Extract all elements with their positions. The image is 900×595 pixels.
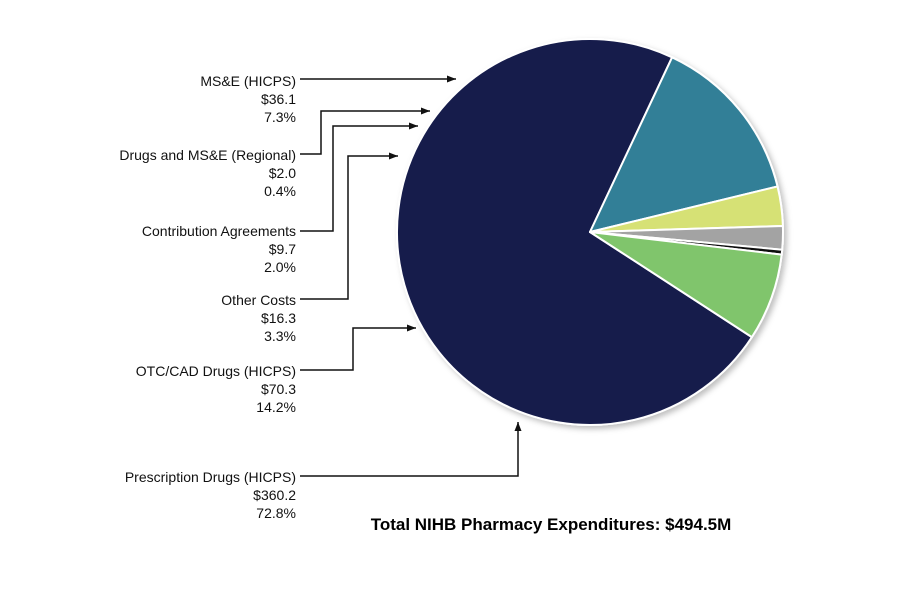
slice-msande-hicps	[589, 231, 783, 339]
arrowhead-otc-cad-drugs-hicps	[407, 324, 416, 332]
slice-labels: Prescription Drugs (HICPS) $360.2 72.8% OTC…	[119, 73, 296, 521]
arrowhead-contribution-agreements	[409, 122, 418, 130]
label-name-prescription-drugs-hicps: Prescription Drugs (HICPS)	[125, 469, 296, 485]
label-value-msande-hicps: $36.1	[261, 91, 296, 107]
pie-slices	[396, 38, 785, 426]
label-name-contribution-agreements: Contribution Agreements	[142, 223, 296, 239]
label-group-otc-cad-drugs-hicps: OTC/CAD Drugs (HICPS) $70.3 14.2%	[136, 363, 296, 415]
leader-prescription-drugs-hicps	[300, 422, 519, 477]
label-percent-contribution-agreements: 2.0%	[264, 259, 296, 275]
label-percent-msande-hicps: 7.3%	[264, 109, 296, 125]
label-value-other-costs: $16.3	[261, 310, 296, 326]
label-name-otc-cad-drugs-hicps: OTC/CAD Drugs (HICPS)	[136, 363, 296, 379]
leader-other-costs	[300, 155, 398, 300]
label-group-contribution-agreements: Contribution Agreements $9.7 2.0%	[142, 223, 296, 275]
label-percent-otc-cad-drugs-hicps: 14.2%	[256, 399, 296, 415]
arrowhead-msande-hicps	[447, 75, 456, 83]
label-group-drugs-and-msande-regional: Drugs and MS&E (Regional) $2.0 0.4%	[119, 147, 296, 199]
label-group-prescription-drugs-hicps: Prescription Drugs (HICPS) $360.2 72.8%	[125, 469, 296, 521]
label-name-msande-hicps: MS&E (HICPS)	[200, 73, 296, 89]
slice-otc-cad-drugs-hicps	[589, 56, 779, 233]
total-label: Total NIHB Pharmacy Expenditures: $494.5…	[371, 515, 732, 534]
label-group-msande-hicps: MS&E (HICPS) $36.1 7.3%	[200, 73, 296, 125]
label-percent-prescription-drugs-hicps: 72.8%	[256, 505, 296, 521]
label-value-drugs-and-msande-regional: $2.0	[269, 165, 296, 181]
label-percent-other-costs: 3.3%	[264, 328, 296, 344]
arrowhead-drugs-and-msande-regional	[421, 107, 430, 115]
label-name-other-costs: Other Costs	[221, 292, 296, 308]
slice-prescription-drugs-hicps	[396, 38, 753, 426]
label-value-otc-cad-drugs-hicps: $70.3	[261, 381, 296, 397]
label-percent-drugs-and-msande-regional: 0.4%	[264, 183, 296, 199]
arrowhead-prescription-drugs-hicps	[514, 422, 522, 431]
label-value-prescription-drugs-hicps: $360.2	[253, 487, 296, 503]
label-name-drugs-and-msande-regional: Drugs and MS&E (Regional)	[119, 147, 296, 163]
leader-otc-cad-drugs-hicps	[300, 327, 416, 371]
leader-contribution-agreements	[300, 125, 418, 232]
leader-lines	[300, 75, 522, 477]
leader-drugs-and-msande-regional	[300, 110, 430, 155]
arrowhead-other-costs	[389, 152, 398, 160]
label-value-contribution-agreements: $9.7	[269, 241, 296, 257]
label-group-other-costs: Other Costs $16.3 3.3%	[221, 292, 296, 344]
